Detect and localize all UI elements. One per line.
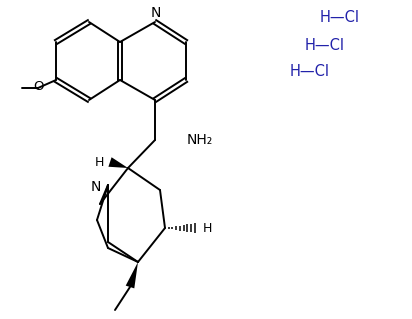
Text: H: H <box>203 221 212 234</box>
Text: H—Cl: H—Cl <box>320 11 360 26</box>
Text: NH₂: NH₂ <box>187 133 213 147</box>
Polygon shape <box>126 262 138 288</box>
Text: H—Cl: H—Cl <box>305 38 345 53</box>
Text: H—Cl: H—Cl <box>290 64 330 79</box>
Polygon shape <box>108 157 128 168</box>
Text: N: N <box>151 6 161 20</box>
Text: H: H <box>95 155 104 168</box>
Text: O: O <box>34 80 44 93</box>
Text: N: N <box>91 180 101 194</box>
